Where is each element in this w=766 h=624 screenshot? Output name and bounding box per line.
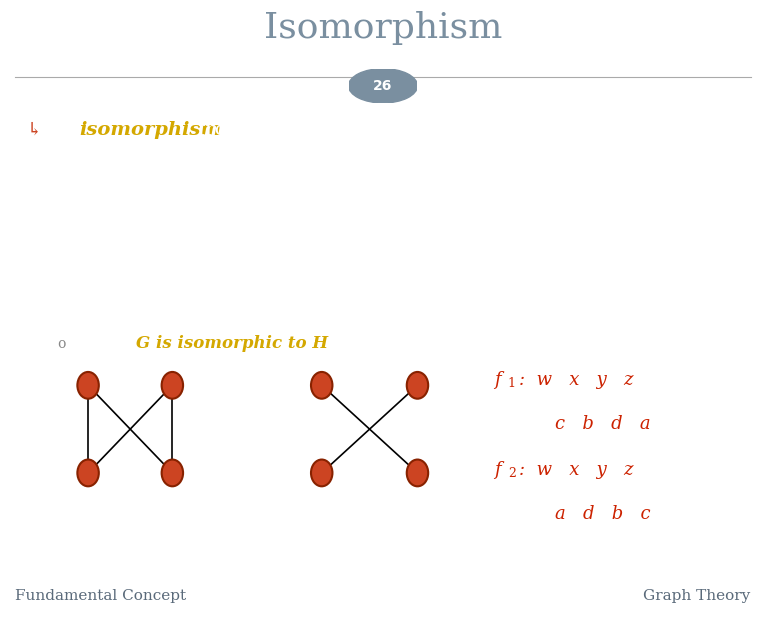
Ellipse shape	[311, 372, 332, 399]
Text: :V(: :V(	[326, 174, 355, 192]
Text: f: f	[316, 174, 323, 192]
Text: f: f	[494, 371, 501, 389]
Ellipse shape	[162, 459, 183, 486]
Text: :  w   x   y   z: : w x y z	[519, 462, 633, 479]
Text: Isomorphism: Isomorphism	[264, 11, 502, 46]
Text: G: G	[385, 336, 398, 353]
Ellipse shape	[407, 459, 428, 486]
Ellipse shape	[407, 372, 428, 399]
Text: 1: 1	[508, 378, 516, 391]
Text: a: a	[295, 484, 306, 502]
Text: ↳: ↳	[27, 121, 42, 139]
Text: G: G	[357, 121, 372, 139]
Ellipse shape	[77, 459, 99, 486]
Text: ≅: ≅	[399, 336, 420, 353]
Text: We say ": We say "	[73, 336, 144, 353]
Text: ): )	[100, 281, 108, 300]
Text: H: H	[174, 174, 191, 192]
Text: An: An	[50, 121, 83, 139]
Text: H: H	[87, 281, 103, 300]
Text: 2: 2	[508, 467, 516, 480]
Text: :  w   x   y   z: : w x y z	[519, 371, 633, 389]
Text: w: w	[59, 356, 74, 374]
Text: 26: 26	[373, 79, 393, 93]
Text: Fundamental Concept: Fundamental Concept	[15, 589, 186, 603]
Text: E(: E(	[65, 281, 87, 300]
Text: x: x	[61, 484, 72, 502]
Text: f: f	[494, 462, 501, 479]
Text: H: H	[411, 174, 427, 192]
Text: such that: such that	[65, 228, 164, 246]
Ellipse shape	[162, 372, 183, 399]
Text: ) if and only if: ) if and only if	[227, 228, 371, 246]
Text: G: G	[355, 174, 371, 192]
Text: c   b   d   a: c b d a	[555, 415, 651, 433]
Text: G: G	[34, 420, 50, 438]
Text: b: b	[431, 484, 444, 502]
Text: o: o	[57, 337, 66, 351]
Text: )→V(: )→V(	[368, 174, 414, 192]
Text: G: G	[213, 228, 228, 246]
Text: ): )	[424, 174, 431, 192]
Text: uv: uv	[144, 228, 168, 246]
Text: ", written: ", written	[309, 336, 394, 353]
Text: c: c	[295, 356, 306, 374]
Text: y: y	[187, 356, 198, 374]
Text: isomorphism: isomorphism	[79, 121, 221, 139]
Text: f(u)f(v): f(u)f(v)	[372, 228, 440, 246]
Text: z: z	[188, 484, 197, 502]
Text: is a bijection: is a bijection	[188, 174, 326, 192]
Text: simple graph: simple graph	[65, 174, 201, 192]
Text: ∈: ∈	[443, 228, 463, 246]
Text: ∈: ∈	[167, 228, 188, 246]
Text: E(: E(	[192, 228, 213, 246]
Circle shape	[349, 69, 417, 103]
Text: G is isomorphic to H: G is isomorphic to H	[136, 336, 329, 353]
Ellipse shape	[311, 459, 332, 486]
Text: Graph Theory: Graph Theory	[643, 589, 751, 603]
Ellipse shape	[77, 372, 99, 399]
Text: H: H	[430, 336, 444, 353]
Text: H: H	[279, 420, 296, 438]
Text: a   d   b   c: a d b c	[555, 505, 651, 524]
Text: d: d	[431, 356, 444, 374]
Text: to a: to a	[371, 121, 414, 139]
Text: from a simple graph: from a simple graph	[192, 121, 405, 139]
